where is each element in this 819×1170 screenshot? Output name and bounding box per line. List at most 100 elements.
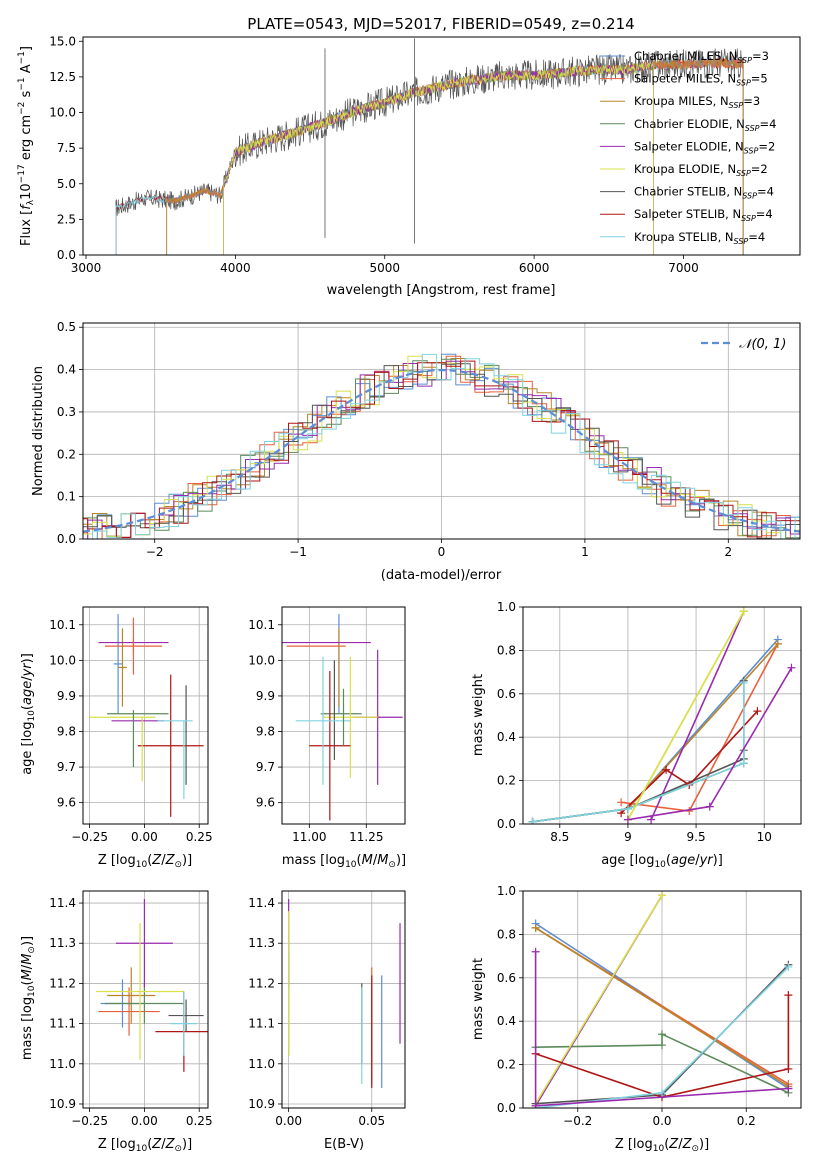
mwAge-ytick-label: 0.2	[497, 774, 516, 788]
mwZ-xtick-label: 0.2	[737, 1114, 756, 1128]
mwZ-ylabel: mass weight	[471, 958, 486, 1040]
mwAge-xtick-label: 10	[757, 830, 772, 844]
spectrum-ytick-label: 15.0	[49, 34, 76, 48]
mwAge-marker	[623, 804, 632, 813]
panel-age-vs-Z: −0.25 0.00 0.25 9.6 9.7 9.8 9.9 10.0 10.1 Z [log…	[20, 606, 213, 870]
mwAge-marker	[662, 765, 671, 774]
mwZ-xlabel: Z [log10(Z/Z⊙)]	[615, 1137, 709, 1154]
residuals-histograms	[83, 353, 800, 539]
residuals-ytick-label: 0.5	[57, 320, 76, 334]
mwZ-marker	[531, 1101, 540, 1108]
mZ-xtick-label: −0.25	[71, 1114, 108, 1128]
mwAge-line-chabrier-miles	[532, 638, 779, 823]
residuals-xtick-label: 0	[438, 545, 446, 559]
spectrum-legend-label: Kroupa STELIB, NSSP=4	[634, 230, 765, 246]
mwZ-series	[531, 891, 793, 1108]
mwZ-marker	[784, 1084, 793, 1093]
ageZ-xlabel: Z [log10(Z/Z⊙)]	[98, 853, 192, 870]
ageM-ytick-label: 9.8	[256, 725, 275, 739]
residuals-ytick-label: 0.1	[57, 490, 76, 504]
mE-frame	[281, 890, 406, 1109]
mE-ytick-label: 11.1	[248, 1017, 275, 1031]
mwAge-ylabel: mass weight	[471, 674, 486, 756]
mwZ-marker	[658, 1041, 666, 1050]
mwAge-marker	[739, 678, 748, 687]
residuals-normal-curve	[83, 368, 800, 533]
mE-ytick-label: 11.2	[248, 976, 275, 990]
ageZ-ytick-label: 9.8	[57, 725, 76, 739]
spectrum-ytick-label: 2.5	[57, 212, 76, 226]
ageM-ytick-label: 9.9	[256, 689, 275, 703]
residuals-legend-label: 𝒩(0, 1)	[739, 337, 786, 352]
ageZ-ytick-label: 9.9	[57, 689, 76, 703]
ageM-errorbars	[282, 614, 403, 821]
residuals-ytick-label: 0.3	[57, 405, 76, 419]
mwAge-xtick-label: 9	[624, 830, 632, 844]
spectrum-frame	[82, 36, 801, 256]
ageM-frame	[281, 606, 406, 825]
mZ-xlabel: Z [log10(Z/Z⊙)]	[98, 1137, 192, 1154]
spectrum-xtick-label: 6000	[519, 261, 550, 275]
ageZ-ytick-label: 9.7	[57, 760, 76, 774]
mZ-xtick-label: 0.00	[131, 1114, 158, 1128]
mZ-ytick-label: 10.9	[49, 1097, 76, 1111]
residuals-xtick-label: 2	[724, 545, 732, 559]
residuals-frame	[82, 322, 801, 540]
mwAge-ytick-label: 0.4	[497, 730, 516, 744]
mE-xlabel: E(B-V)	[324, 1137, 364, 1152]
mZ-ylabel: mass [log10(M/M⊙)]	[20, 936, 37, 1060]
mE-ytick-label: 11.0	[248, 1057, 275, 1071]
spectrum-legend: Chabrier MILES, NSSP=3 Salpeter MILES, NS…	[600, 49, 776, 246]
spectrum-ylabel: Flux [fλ10−17 erg cm−2 s−1 A−1]	[17, 46, 36, 246]
residuals-ylabel: Normed distribution	[31, 366, 46, 496]
mwZ-xtick-label: −0.2	[563, 1114, 592, 1128]
mwZ-line-kroupa-miles	[535, 927, 789, 1087]
residuals-hist-salpeter-elodie	[83, 360, 800, 539]
spectrum-legend-label: Salpeter MILES, NSSP=5	[634, 72, 768, 88]
spectrum-ytick-label: 5.0	[57, 177, 76, 191]
mE-ytick-label: 11.4	[248, 896, 275, 910]
spectrum-legend-label: Salpeter STELIB, NSSP=4	[634, 207, 773, 223]
ageZ-ytick-label: 10.1	[49, 618, 76, 632]
mZ-ytick-label: 11.1	[49, 1017, 76, 1031]
spectrum-ytick-label: 12.5	[49, 70, 76, 84]
mZ-ytick-label: 11.3	[49, 936, 76, 950]
ageZ-errorbars	[89, 614, 204, 817]
mwAge-line-salpeter-elodie	[627, 667, 793, 821]
mwAge-line-kroupa-miles	[532, 643, 779, 823]
panel-mass-vs-Z: −0.25 0.00 0.25 10.9 11.0 11.1 11.2 11.3 11.4 Z …	[20, 890, 213, 1154]
mwZ-marker	[784, 962, 793, 971]
ageZ-xtick-label: 0.25	[186, 830, 213, 844]
panel-spectrum: 3000 4000 5000 6000 7000 0.0 2.5 5.0 7.5 10.0 12.5…	[17, 34, 801, 298]
mwAge-frame	[522, 606, 802, 825]
spectrum-legend-label: Kroupa ELODIE, NSSP=2	[634, 162, 768, 178]
mwZ-marker	[531, 947, 540, 956]
residuals-ytick-label: 0.0	[57, 532, 76, 546]
residuals-hist-salpeter-stelib	[83, 360, 800, 538]
residuals-hist-kroupa-elodie	[83, 355, 800, 539]
ageM-ytick-label: 9.6	[256, 796, 275, 810]
panel-mass-weight-vs-Z: −0.2 0.0 0.2 0.0 0.2 0.4 0.6 0.8 1.0 Z [log10(Z/…	[471, 884, 802, 1154]
spectrum-series-chabrier-elodie	[223, 60, 654, 255]
residuals-ytick-label: 0.2	[57, 447, 76, 461]
ageM-xtick-label: 11.00	[292, 830, 326, 844]
mwZ-line-kroupa-elodie	[534, 894, 663, 1105]
ageZ-xtick-label: 0.00	[131, 830, 158, 844]
mwZ-ytick-label: 0.8	[497, 927, 516, 941]
mE-ytick-label: 11.3	[248, 936, 275, 950]
mwAge-marker	[623, 815, 632, 824]
ageZ-ylabel: age [log10(age/yr)]	[20, 653, 37, 775]
mwAge-xtick-label: 9.5	[687, 830, 706, 844]
residuals-hist-salpeter-miles	[83, 355, 800, 539]
mwAge-ytick-label: 0.6	[497, 687, 516, 701]
mZ-errorbars	[96, 899, 208, 1072]
mwZ-marker	[658, 1030, 666, 1039]
mwZ-ytick-label: 0.6	[497, 971, 516, 985]
ageM-ytick-label: 10.0	[248, 653, 275, 667]
mwAge-marker	[739, 607, 748, 616]
ageZ-xtick-label: −0.25	[71, 830, 108, 844]
spectrum-legend-label: Chabrier ELODIE, NSSP=4	[634, 117, 776, 133]
panel-mass-weight-vs-age: 8.5 9 9.5 10 0.0 0.2 0.4 0.6 0.8 1.0 age [log10(a…	[471, 600, 802, 870]
mE-xtick-label: 0.00	[275, 1114, 302, 1128]
